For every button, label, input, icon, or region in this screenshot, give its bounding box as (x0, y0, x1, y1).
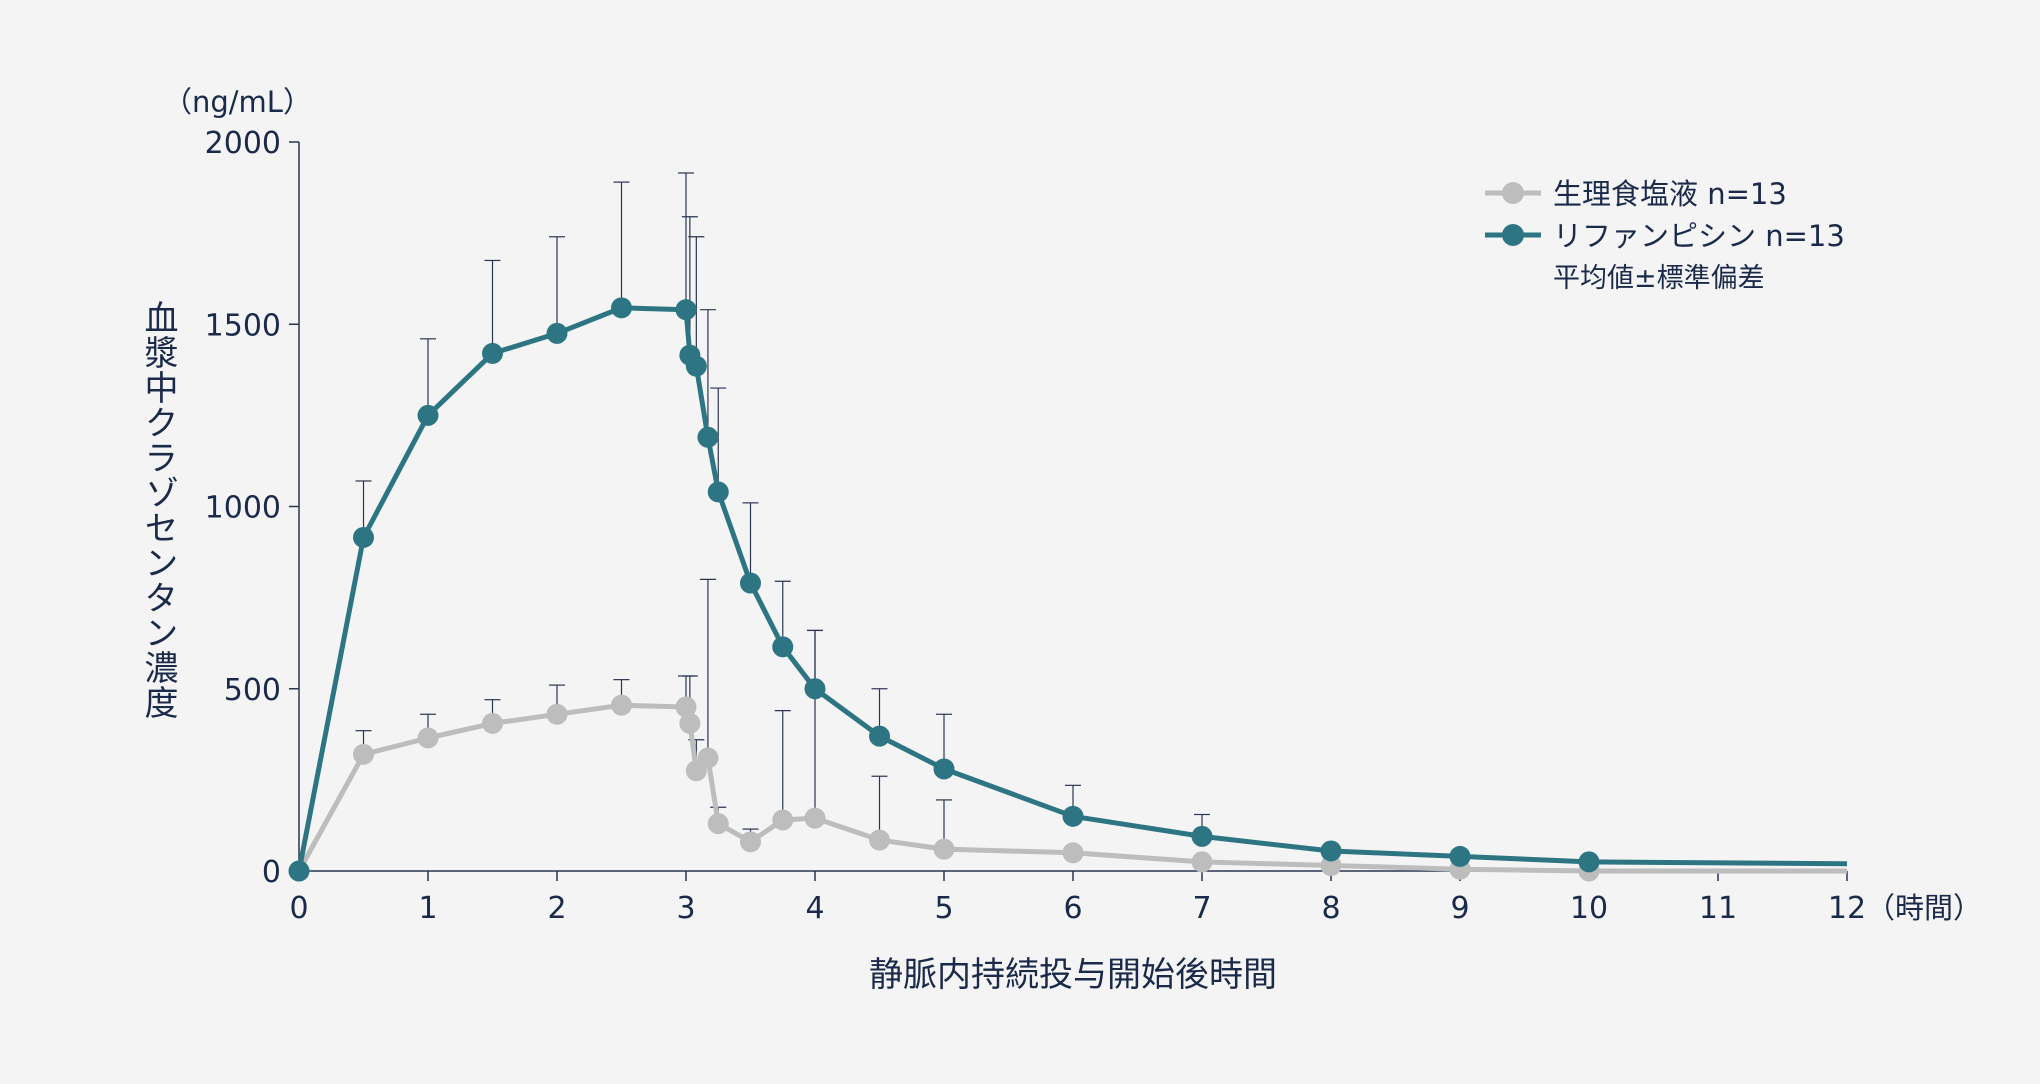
series-line-1 (296, 305, 1848, 872)
data-point-0 (707, 813, 729, 835)
y-unit-label: （ng/mL） (163, 85, 312, 119)
data-point-1 (933, 758, 955, 780)
data-point-1 (707, 481, 729, 503)
data-point-1 (740, 572, 761, 594)
y-tick-label: 1500 (205, 308, 281, 343)
x-tick-label: 10 (1570, 891, 1608, 926)
data-point-1 (611, 297, 632, 319)
data-point-1 (869, 725, 890, 747)
data-point-1 (353, 526, 374, 548)
data-point-1 (675, 299, 697, 321)
data-point-0 (697, 747, 719, 769)
data-point-0 (933, 838, 955, 860)
legend-label-1: リファンピシン n=13 (1553, 219, 1845, 253)
data-point-1 (288, 860, 310, 882)
x-tick-label: 0 (289, 891, 308, 926)
legend-label-0: 生理食塩液 n=13 (1553, 177, 1787, 211)
data-point-0 (772, 809, 794, 831)
x-tick-label: 7 (1192, 891, 1211, 926)
x-tick-label: 6 (1063, 891, 1082, 926)
data-point-0 (675, 696, 697, 718)
data-point-0 (740, 831, 761, 853)
series-line-0 (296, 702, 1847, 874)
data-point-1 (685, 355, 707, 377)
data-point-1 (546, 322, 568, 344)
data-point-1 (1449, 845, 1471, 867)
x-tick-label: 1 (418, 891, 437, 926)
x-tick-label: 2 (547, 891, 566, 926)
data-point-1 (1320, 840, 1342, 862)
x-axis-title: 静脈内持続投与開始後時間 (869, 955, 1277, 995)
x-tick-label: 8 (1321, 891, 1340, 926)
data-point-1 (772, 636, 794, 658)
data-point-0 (1320, 855, 1342, 877)
legend-marker-1 (1502, 224, 1524, 246)
x-tick-label: 12 (1828, 891, 1866, 926)
data-point-0 (869, 829, 890, 851)
legend-marker-0 (1502, 182, 1524, 204)
data-point-0 (679, 712, 701, 734)
y-axis-title: 血漿中クラゾセンタン濃度 (138, 300, 178, 720)
x-tick-label: 11 (1699, 891, 1737, 926)
x-tick-label: 9 (1450, 891, 1469, 926)
data-point-1 (1191, 825, 1213, 847)
data-point-1 (697, 426, 719, 448)
y-tick-label: 2000 (205, 126, 281, 161)
y-tick-label: 500 (224, 673, 281, 708)
y-tick-label: 0 (262, 855, 281, 890)
data-point-0 (546, 703, 568, 725)
data-point-1 (482, 342, 503, 364)
y-tick-label: 1000 (205, 491, 281, 526)
x-tick-label: 3 (676, 891, 695, 926)
data-point-0 (482, 712, 503, 734)
data-point-0 (1062, 842, 1084, 864)
data-point-0 (611, 694, 632, 716)
data-point-0 (417, 727, 439, 749)
data-point-1 (417, 404, 439, 426)
data-point-1 (1578, 851, 1600, 873)
data-point-1 (804, 678, 826, 700)
data-point-1 (1062, 805, 1084, 827)
x-tick-label: 4 (805, 891, 824, 926)
legend-note: 平均値±標準偏差 (1553, 263, 1765, 294)
x-unit-label: （時間） (1866, 891, 1982, 925)
data-point-0 (804, 807, 826, 829)
data-point-0 (1191, 851, 1213, 873)
x-tick-label: 5 (934, 891, 953, 926)
data-point-0 (353, 743, 374, 765)
